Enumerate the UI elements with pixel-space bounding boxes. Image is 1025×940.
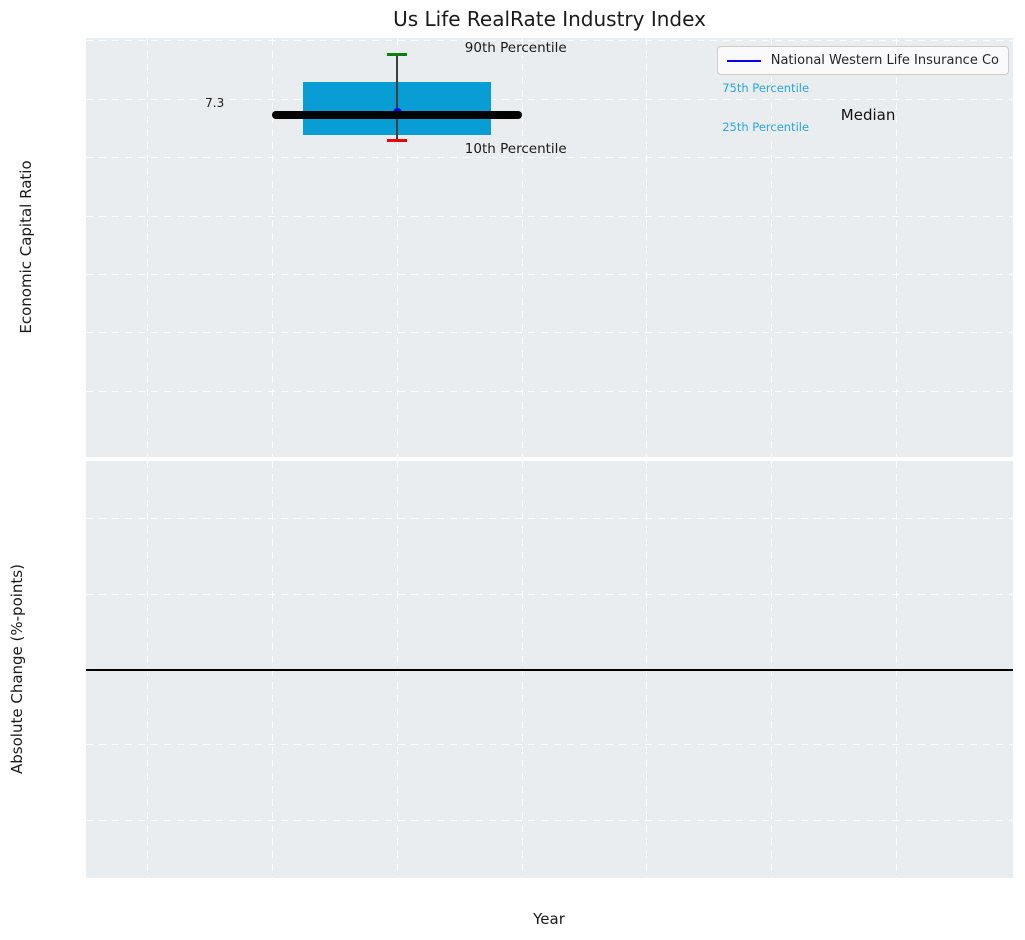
- p10-cap: [386, 139, 408, 142]
- label-median-value: 7.3: [205, 96, 225, 111]
- bottom-plot-area: [86, 461, 1013, 878]
- legend: National Western Life Insurance Co: [716, 46, 1009, 75]
- label-25th-percentile: 25th Percentile: [722, 120, 810, 135]
- top-plot-area: National Western Life Insurance Co 90th …: [86, 38, 1013, 457]
- label-median: Median: [840, 105, 896, 124]
- grid-line-x: [896, 38, 898, 457]
- whisker-line: [396, 54, 398, 141]
- grid-line-x: [646, 38, 648, 457]
- ylabel-economic-capital-ratio: Economic Capital Ratio: [17, 160, 35, 334]
- grid-line-y: [86, 518, 1013, 520]
- legend-line-icon: [726, 59, 761, 62]
- chart-title: Us Life RealRate Industry Index: [393, 7, 706, 31]
- label-10th-percentile: 10th Percentile: [464, 141, 567, 158]
- grid-line-y: [86, 819, 1013, 821]
- legend-label: National Western Life Insurance Co: [770, 53, 999, 68]
- grid-line-x: [271, 38, 273, 457]
- p90-cap: [386, 53, 408, 56]
- grid-line-y: [86, 215, 1013, 217]
- xlabel-year: Year: [533, 910, 565, 928]
- zero-line: [86, 668, 1013, 671]
- grid-line-y: [86, 40, 1013, 41]
- grid-line-x: [521, 38, 523, 457]
- grid-line-y: [86, 157, 1013, 158]
- label-75th-percentile: 75th Percentile: [722, 81, 810, 96]
- grid-line-x: [146, 38, 148, 457]
- ylabel-absolute-change: Absolute Change (%-points): [8, 564, 26, 774]
- grid-line-y: [86, 332, 1013, 334]
- grid-line-y: [86, 390, 1013, 392]
- label-90th-percentile: 90th Percentile: [464, 39, 567, 56]
- grid-line-x: [396, 38, 398, 457]
- median-line: [272, 110, 522, 119]
- grid-line-y: [86, 98, 1013, 100]
- grid-line-y: [86, 744, 1013, 746]
- grid-line-x: [771, 38, 773, 457]
- grid-line-y: [86, 273, 1013, 275]
- grid-line-y: [86, 593, 1013, 595]
